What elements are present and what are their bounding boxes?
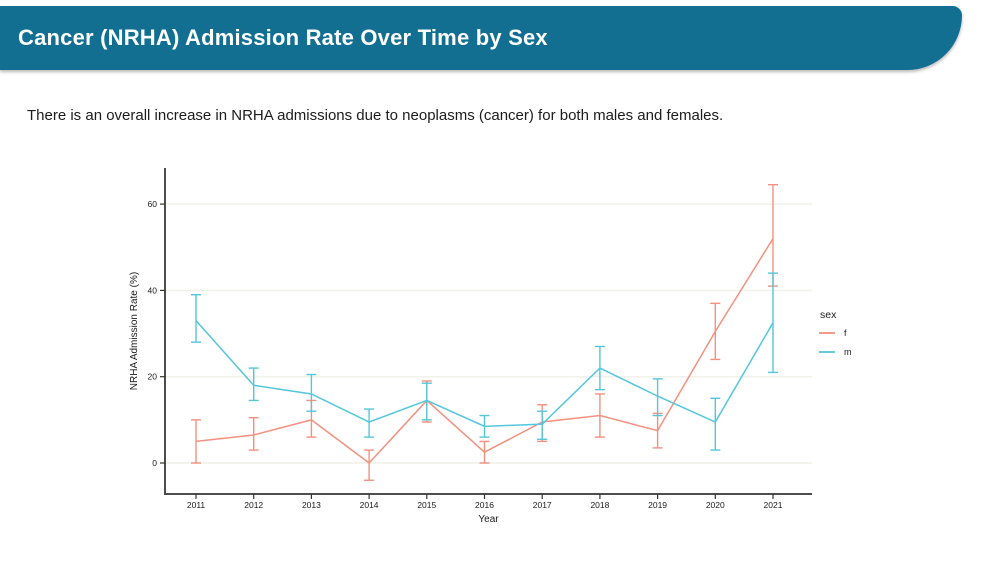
x-tick-label-2016: 2016: [475, 500, 494, 510]
x-axis-title: Year: [478, 514, 499, 525]
legend-title: sex: [820, 309, 837, 321]
subtitle-text: There is an overall increase in NRHA adm…: [27, 107, 724, 124]
x-tick-label-2014: 2014: [360, 500, 379, 510]
x-tick-label-2012: 2012: [244, 500, 263, 510]
x-tick-label-2013: 2013: [302, 500, 321, 510]
page-title: Cancer (NRHA) Admission Rate Over Time b…: [18, 25, 548, 50]
y-tick-label-20: 20: [148, 372, 158, 382]
series-line-m: [195, 320, 774, 428]
x-tick-label-2019: 2019: [648, 500, 667, 510]
y-tick-label-60: 60: [148, 199, 158, 209]
x-tick-label-2021: 2021: [764, 500, 783, 510]
series-line-f: [195, 238, 774, 465]
legend-label-m: m: [844, 347, 852, 357]
x-tick-label-2011: 2011: [187, 500, 206, 510]
legend-label-f: f: [844, 328, 847, 338]
x-tick-label-2018: 2018: [590, 500, 609, 510]
y-tick-label-40: 40: [148, 285, 158, 295]
x-tick-label-2015: 2015: [417, 500, 436, 510]
y-axis-title: NRHA Admission Rate (%): [129, 272, 140, 390]
x-tick-label-2017: 2017: [533, 500, 552, 510]
y-tick-label-0: 0: [152, 458, 157, 468]
x-tick-label-2020: 2020: [706, 500, 725, 510]
header-banner: Cancer (NRHA) Admission Rate Over Time b…: [0, 6, 962, 70]
